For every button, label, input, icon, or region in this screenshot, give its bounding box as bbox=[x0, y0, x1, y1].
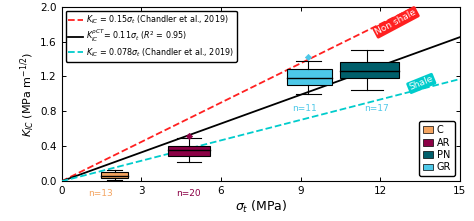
Text: n=17: n=17 bbox=[364, 104, 389, 113]
Y-axis label: $K_{IC}$ (MPa m$^{-1/2}$): $K_{IC}$ (MPa m$^{-1/2}$) bbox=[19, 51, 37, 137]
Text: Shale: Shale bbox=[408, 74, 435, 92]
X-axis label: $\sigma_t$ (MPa): $\sigma_t$ (MPa) bbox=[235, 199, 287, 215]
Bar bbox=[287, 69, 332, 85]
Text: Non shale: Non shale bbox=[374, 8, 418, 37]
Point bbox=[185, 134, 193, 138]
Point bbox=[305, 55, 312, 59]
Legend: C, AR, PN, GR: C, AR, PN, GR bbox=[419, 121, 455, 176]
Bar bbox=[101, 172, 128, 178]
Bar bbox=[340, 63, 399, 78]
Bar bbox=[168, 146, 210, 156]
Text: n=20: n=20 bbox=[176, 189, 201, 198]
Text: n=13: n=13 bbox=[88, 189, 113, 198]
Text: n=11: n=11 bbox=[292, 104, 317, 113]
